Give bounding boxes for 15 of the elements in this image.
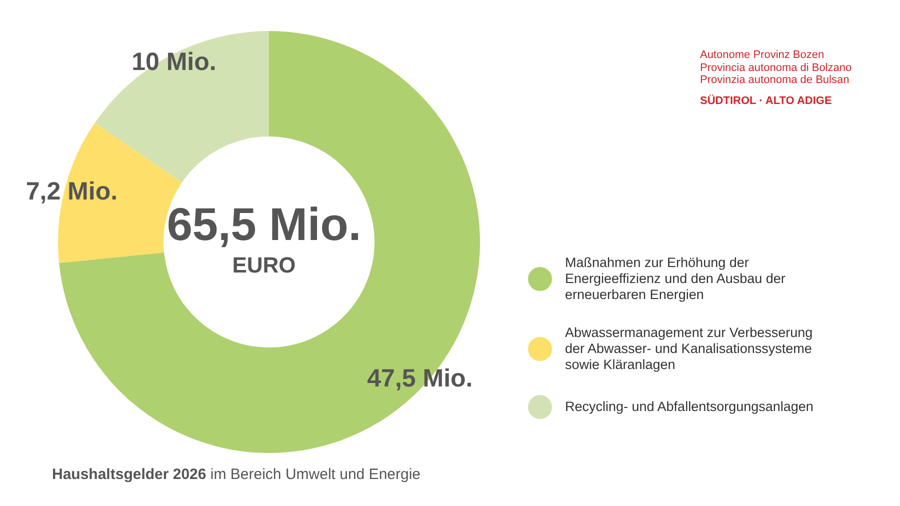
text: Haushaltsgelder 2026 xyxy=(52,466,206,483)
data-label: 7,2 Mio. xyxy=(26,178,118,206)
legend-label: Abwassermanagement zur Verbesserung der Abwasser- und Kanalisationssysteme sowie Kläranlagen xyxy=(565,325,814,373)
text: Provinzia autonoma de Bulsan xyxy=(700,74,850,86)
legend-label: Recycling- und Abfallentsorgungsanlagen xyxy=(565,399,814,415)
text: 65,5 Mio. xyxy=(166,198,362,250)
donut-slice xyxy=(59,31,480,453)
data-label: 10 Mio. xyxy=(132,48,216,76)
text: Provincia autonoma di Bolzano xyxy=(700,62,852,74)
text: Autonome Provinz Bozen xyxy=(700,49,826,62)
legend-label: Maßnahmen zur Erhöhung der Energieeffizienz und den Ausbau der erneuerbaren Energien xyxy=(565,255,786,303)
text: SÜDTIROL · ALTO ADIGE xyxy=(700,94,833,107)
text: EURO xyxy=(232,252,296,278)
text: im Bereich Umwelt und Energie xyxy=(210,466,421,483)
donut-slice xyxy=(94,31,269,182)
